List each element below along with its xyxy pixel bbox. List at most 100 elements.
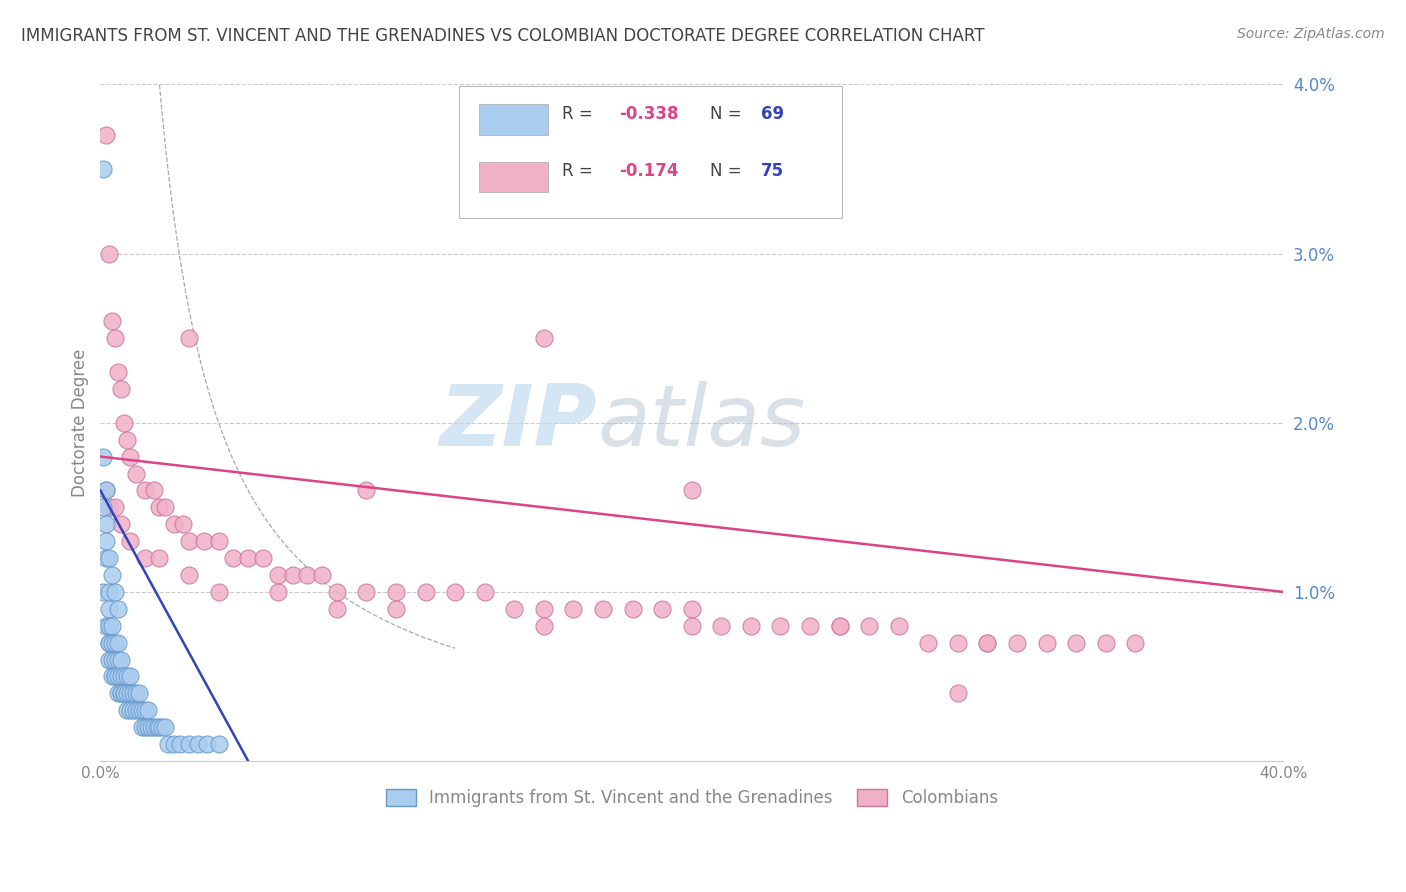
Point [104,331,127,345]
Point [128,703,150,717]
Point [91,450,114,464]
Point [1035,635,1057,649]
Point [122,703,145,717]
Point [107,652,129,666]
Point [562,602,585,616]
Text: ZIP: ZIP [440,381,598,464]
Point [415,585,437,599]
Point [155,720,177,734]
Point [281,568,304,582]
Point [148,500,170,515]
Point [187,737,209,751]
Point [148,720,170,734]
Point [96,128,118,143]
Point [104,669,127,683]
Point [98,585,121,599]
Point [172,517,194,532]
Point [621,602,644,616]
Point [110,669,132,683]
Point [107,602,129,616]
Point [145,720,167,734]
Point [946,635,969,649]
Point [134,551,156,566]
Point [107,635,129,649]
Point [177,534,200,549]
Point [134,483,156,498]
Point [96,483,118,498]
Text: Source: ZipAtlas.com: Source: ZipAtlas.com [1237,27,1385,41]
Legend: Immigrants from St. Vincent and the Grenadines, Colombians: Immigrants from St. Vincent and the Gren… [378,782,1004,814]
Point [142,483,165,498]
Point [96,517,118,532]
Point [118,450,141,464]
Point [592,602,614,616]
Point [101,314,124,328]
Point [136,703,159,717]
Point [101,568,124,582]
Point [917,635,939,649]
Point [104,500,127,515]
Point [118,534,141,549]
Text: R =: R = [562,104,598,123]
Point [799,619,821,633]
Point [134,720,156,734]
Point [976,635,998,649]
Point [311,568,333,582]
Point [101,652,124,666]
Point [326,585,349,599]
Text: N =: N = [710,162,747,180]
Point [195,737,218,751]
Point [115,703,138,717]
Point [1064,635,1087,649]
Point [533,602,555,616]
Point [152,720,174,734]
Point [110,517,132,532]
Point [148,551,170,566]
Point [356,585,378,599]
Point [474,585,496,599]
Point [297,568,319,582]
Point [267,568,290,582]
Point [177,737,200,751]
Point [115,433,138,447]
Point [96,534,118,549]
Point [267,585,290,599]
Point [681,483,703,498]
Point [681,619,703,633]
Point [828,619,851,633]
Point [740,619,762,633]
Point [98,246,121,260]
Text: IMMIGRANTS FROM ST. VINCENT AND THE GRENADINES VS COLOMBIAN DOCTORATE DEGREE COR: IMMIGRANTS FROM ST. VINCENT AND THE GREN… [21,27,984,45]
Point [946,686,969,700]
Text: 75: 75 [761,162,785,180]
Point [169,737,191,751]
Point [207,585,229,599]
Point [104,635,127,649]
Point [177,568,200,582]
Point [385,585,408,599]
Point [385,602,408,616]
Point [110,686,132,700]
Point [128,686,150,700]
Point [107,669,129,683]
Point [828,619,851,633]
Point [1005,635,1028,649]
Point [163,517,186,532]
Text: -0.174: -0.174 [619,162,679,180]
Point [503,602,526,616]
Point [193,534,215,549]
Point [91,585,114,599]
Text: R =: R = [562,162,598,180]
Point [107,365,129,379]
Point [112,669,135,683]
Point [125,703,148,717]
Point [142,720,165,734]
Point [104,652,127,666]
Point [98,635,121,649]
Point [110,652,132,666]
Point [115,686,138,700]
Point [101,619,124,633]
Point [769,619,792,633]
Point [118,703,141,717]
Point [976,635,998,649]
